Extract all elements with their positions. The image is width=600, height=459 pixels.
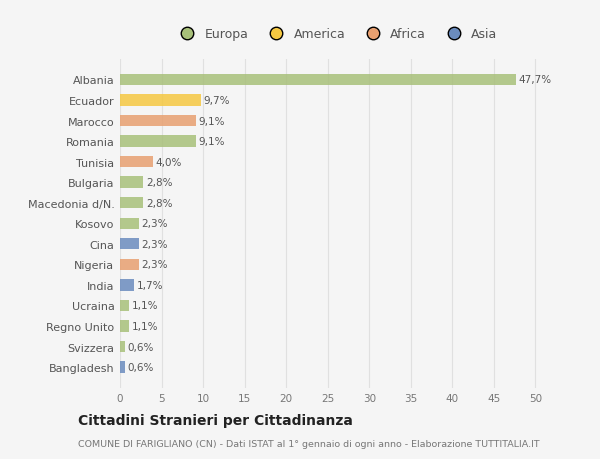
Text: 9,1%: 9,1%: [198, 137, 224, 147]
Text: 2,3%: 2,3%: [142, 239, 168, 249]
Bar: [120, 177, 143, 188]
Text: 9,7%: 9,7%: [203, 96, 230, 106]
Bar: [120, 239, 139, 250]
Text: 2,8%: 2,8%: [146, 178, 172, 188]
Text: 0,6%: 0,6%: [127, 342, 154, 352]
Bar: [120, 218, 139, 230]
Bar: [120, 259, 139, 270]
Bar: [120, 95, 200, 106]
Text: 2,3%: 2,3%: [142, 260, 168, 270]
Bar: [120, 341, 125, 353]
Text: 9,1%: 9,1%: [198, 116, 224, 126]
Legend: Europa, America, Africa, Asia: Europa, America, Africa, Asia: [170, 23, 502, 46]
Text: 1,1%: 1,1%: [131, 321, 158, 331]
Bar: [120, 300, 129, 311]
Bar: [120, 198, 143, 209]
Text: Cittadini Stranieri per Cittadinanza: Cittadini Stranieri per Cittadinanza: [78, 414, 353, 428]
Text: 0,6%: 0,6%: [127, 362, 154, 372]
Text: 47,7%: 47,7%: [519, 75, 552, 85]
Bar: [120, 321, 129, 332]
Bar: [120, 280, 134, 291]
Bar: [120, 157, 153, 168]
Text: 4,0%: 4,0%: [156, 157, 182, 167]
Bar: [120, 362, 125, 373]
Bar: [120, 116, 196, 127]
Bar: [120, 75, 516, 86]
Text: 2,8%: 2,8%: [146, 198, 172, 208]
Text: 1,1%: 1,1%: [131, 301, 158, 311]
Bar: [120, 136, 196, 147]
Text: 2,3%: 2,3%: [142, 219, 168, 229]
Text: COMUNE DI FARIGLIANO (CN) - Dati ISTAT al 1° gennaio di ogni anno - Elaborazione: COMUNE DI FARIGLIANO (CN) - Dati ISTAT a…: [78, 439, 539, 448]
Text: 1,7%: 1,7%: [137, 280, 163, 290]
